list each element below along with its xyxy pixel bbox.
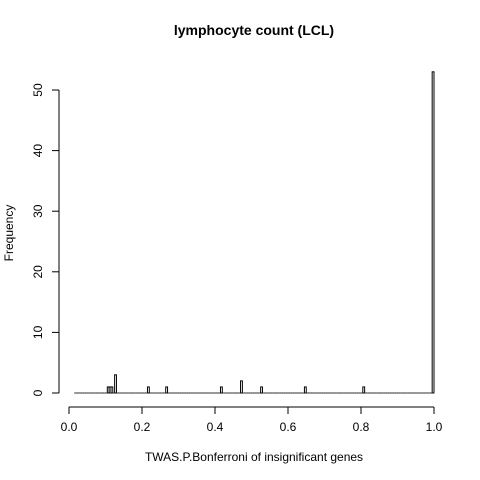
y-axis-ticks: 0 10 20 30 40 50 [31,83,59,396]
x-tick-label: 1.0 [426,420,443,434]
histogram-bar [165,386,169,394]
y-tick-label: 0 [31,389,45,396]
histogram-bar [114,374,117,394]
y-tick-label: 40 [31,144,45,158]
bars-group [106,71,435,394]
baseline-group [74,392,435,394]
x-tick-label: 0.6 [280,420,297,434]
y-tick-label: 50 [31,83,45,97]
x-axis-label: TWAS.P.Bonferroni of insignificant genes [145,450,363,464]
histogram-bar [431,71,435,394]
histogram-bar [240,380,243,394]
chart-title: lymphocyte count (LCL) [174,22,334,38]
x-tick-label: 0.0 [61,420,78,434]
y-tick-label: 10 [31,325,45,339]
histogram-bar [146,386,150,394]
x-tick-label: 0.4 [207,420,224,434]
histogram-bar [219,386,223,394]
x-axis-ticks: 0.0 0.2 0.4 0.6 0.8 1.0 [61,407,443,434]
histogram-bar [110,386,114,394]
x-tick-label: 0.8 [353,420,370,434]
x-tick-label: 0.2 [134,420,151,434]
histogram-bar [303,386,307,394]
y-tick-label: 20 [31,265,45,279]
histogram-bar [362,386,366,394]
histogram-bar [260,386,263,394]
y-axis-label: Frequency [2,205,16,262]
y-tick-label: 30 [31,204,45,218]
